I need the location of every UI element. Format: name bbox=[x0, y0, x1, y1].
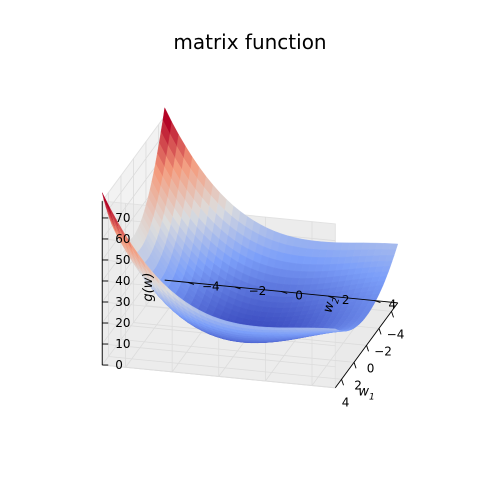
x-tick-label: 2 bbox=[354, 378, 362, 392]
y-tick-label: 2 bbox=[342, 293, 350, 307]
grid-line-z bbox=[102, 364, 336, 389]
x-tick-mark bbox=[341, 379, 344, 386]
surface-patch bbox=[328, 328, 338, 330]
grid-line-z bbox=[101, 132, 166, 219]
chart-title: matrix function bbox=[173, 30, 327, 54]
surface-patch bbox=[102, 192, 112, 214]
x-axis-label: w1 bbox=[358, 384, 374, 402]
x-tick-label: −2 bbox=[374, 344, 392, 358]
z-tick-label: 0 bbox=[115, 358, 123, 372]
z-tick-label: 50 bbox=[115, 253, 130, 267]
x-tick-mark bbox=[391, 311, 394, 318]
y-tick-mark bbox=[281, 291, 288, 294]
y-tick-mark bbox=[234, 286, 241, 290]
z-tick-label: 20 bbox=[115, 316, 130, 330]
y-tick-label: 4 bbox=[388, 298, 396, 312]
z-tick-label: 60 bbox=[115, 232, 130, 246]
y-tick-label: 0 bbox=[295, 288, 303, 302]
z-axis-label: g(w) bbox=[141, 273, 156, 302]
y-tick-mark bbox=[374, 300, 381, 304]
x-tick-label: 4 bbox=[342, 395, 350, 409]
x-tick-mark bbox=[366, 345, 369, 352]
x-tick-mark bbox=[353, 362, 357, 369]
y-tick-label: −2 bbox=[249, 284, 267, 298]
x-tick-label: 0 bbox=[367, 361, 375, 375]
grid-line-z bbox=[102, 343, 336, 368]
axes bbox=[101, 201, 399, 389]
y-tick-mark bbox=[327, 295, 334, 299]
z-tick-label: 40 bbox=[115, 274, 130, 288]
y-tick-label: −4 bbox=[202, 279, 220, 293]
y-tick-mark bbox=[187, 281, 195, 285]
x-tick-label: −4 bbox=[387, 327, 405, 341]
y-axis-label: w2 bbox=[320, 294, 342, 315]
grid-line-z bbox=[101, 279, 166, 366]
axis-labels: w1 w2 g(w) bbox=[141, 273, 374, 403]
z-tick-label: 70 bbox=[115, 211, 130, 225]
z-tick-label: 30 bbox=[115, 295, 130, 309]
x-tick-mark bbox=[378, 328, 382, 335]
z-tick-label: 10 bbox=[115, 337, 130, 351]
surface bbox=[102, 107, 399, 344]
